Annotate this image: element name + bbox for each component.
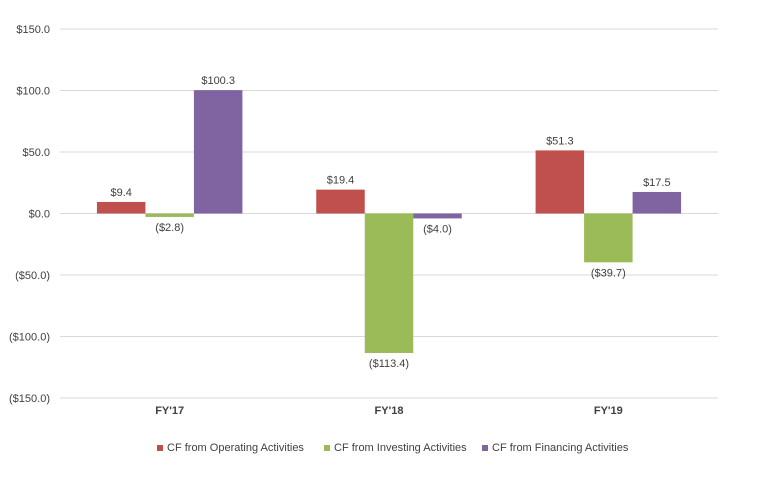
- bar: [96, 201, 146, 214]
- legend-label: CF from Investing Activities: [334, 442, 467, 454]
- bar: [145, 213, 194, 217]
- bar: [364, 213, 414, 353]
- data-label: $100.3: [201, 75, 235, 87]
- data-label: $51.3: [546, 135, 574, 147]
- y-tick-label: ($100.0): [9, 332, 50, 344]
- data-label: ($2.8): [155, 222, 184, 234]
- bar: [632, 191, 682, 214]
- legend-label: CF from Financing Activities: [492, 442, 629, 454]
- data-label: ($4.0): [423, 223, 452, 235]
- data-label: ($39.7): [591, 267, 626, 279]
- legend-swatch: [482, 445, 488, 451]
- x-category-label: FY'18: [375, 405, 404, 417]
- x-category-label: FY'19: [594, 405, 623, 417]
- bar: [413, 213, 462, 219]
- y-tick-label: $150.0: [16, 24, 50, 36]
- data-label: $17.5: [643, 177, 671, 189]
- legend-swatch: [157, 445, 163, 451]
- x-category-label: FY'17: [155, 405, 184, 417]
- y-tick-label: $0.0: [29, 209, 50, 221]
- bar: [535, 150, 585, 214]
- bar: [316, 189, 365, 214]
- legend-label: CF from Operating Activities: [167, 442, 304, 454]
- y-tick-label: ($150.0): [9, 393, 50, 405]
- y-tick-label: ($50.0): [15, 270, 50, 282]
- legend: CF from Operating Activities CF from Inve…: [157, 442, 629, 454]
- y-axis-ticks: $150.0 $100.0 $50.0 $0.0 ($50.0) ($100.0) ($15…: [9, 24, 50, 405]
- bar: [193, 90, 243, 214]
- y-tick-label: $100.0: [16, 86, 50, 98]
- bar: [584, 213, 633, 263]
- data-label: $9.4: [110, 187, 131, 199]
- y-tick-label: $50.0: [22, 147, 50, 159]
- data-label: ($113.4): [369, 358, 409, 370]
- bars: [96, 90, 682, 353]
- data-labels: $9.4 ($2.8) $100.3 $19.4 ($113.4) ($4.0) $51.3…: [110, 75, 670, 370]
- data-label: $19.4: [327, 175, 355, 187]
- x-axis-categories: FY'17 FY'18 FY'19: [155, 405, 623, 417]
- legend-swatch: [324, 445, 330, 451]
